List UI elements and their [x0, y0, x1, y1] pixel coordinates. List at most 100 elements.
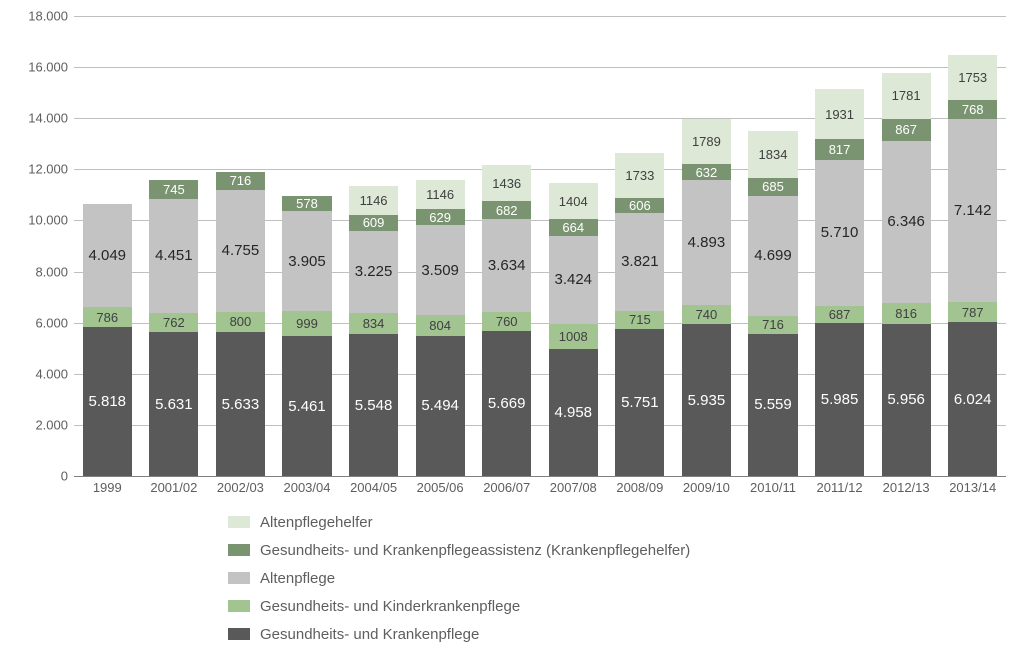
- gridline: [74, 16, 1006, 17]
- stacked-bar-chart: 02.0004.0006.0008.00010.00012.00014.0001…: [0, 0, 1023, 661]
- bar-segment-gka: 629: [416, 209, 465, 225]
- bar-segment-gkk: 800: [216, 312, 265, 332]
- bar-value-label: 716: [230, 173, 252, 188]
- bar-segment-gka: 682: [482, 201, 531, 218]
- bar-value-label: 5.956: [887, 391, 925, 408]
- bar-segment-gka: 609: [349, 215, 398, 231]
- bar-segment-gkk: 740: [682, 305, 731, 324]
- bar-value-label: 5.461: [288, 398, 326, 415]
- bar-segment-aph: 1733: [615, 153, 664, 197]
- bar-segment-gk: 5.633: [216, 332, 265, 476]
- bar-value-label: 1436: [492, 176, 521, 191]
- bar-column: 6.0247877.1427681753: [948, 16, 997, 476]
- bar-segment-gkk: 687: [815, 306, 864, 324]
- bar-segment-gk: 5.548: [349, 334, 398, 476]
- bar-column: 5.461 999 3.905 578: [282, 16, 331, 476]
- x-tick-label: 2002/03: [207, 480, 274, 495]
- bar-column: 5.7517153.8216061733: [615, 16, 664, 476]
- bar-value-label: 1781: [892, 88, 921, 103]
- y-tick-label: 14.000: [28, 111, 68, 126]
- bar-value-label: 4.699: [754, 247, 792, 264]
- bar-value-label: 5.818: [88, 393, 126, 410]
- bar-segment-ap: 4.755: [216, 190, 265, 312]
- bar-segment-ap: 3.424: [549, 236, 598, 324]
- bar-value-label: 1733: [625, 168, 654, 183]
- bar-value-label: 3.225: [355, 263, 393, 280]
- bar-segment-aph: 1146: [349, 186, 398, 215]
- gridline: [74, 425, 1006, 426]
- bar-segment-gk: 5.985: [815, 323, 864, 476]
- y-tick-label: 0: [61, 469, 68, 484]
- x-tick-label: 2005/06: [407, 480, 474, 495]
- x-tick-label: 2006/07: [473, 480, 540, 495]
- y-tick-label: 4.000: [35, 366, 68, 381]
- bar-value-label: 760: [496, 314, 518, 329]
- bar-segment-aph: 1753: [948, 55, 997, 100]
- x-axis-line: [74, 476, 1006, 477]
- bar-value-label: 740: [696, 307, 718, 322]
- bar-segment-ap: 4.699: [748, 196, 797, 316]
- bar-value-label: 745: [163, 182, 185, 197]
- bar-column: 5.956 816 6.346 867 1781: [882, 16, 931, 476]
- bar-segment-gk: 5.494: [416, 336, 465, 476]
- bar-value-label: 3.634: [488, 257, 526, 274]
- bar-value-label: 5.669: [488, 395, 526, 412]
- bar-value-label: 4.958: [554, 404, 592, 421]
- bar-value-label: 5.633: [222, 396, 260, 413]
- plot-area: 5.8187864.0495.6317624.4517455.6338004.7…: [74, 16, 1006, 476]
- bar-segment-gka: 867: [882, 119, 931, 141]
- bar-value-label: 4.893: [688, 234, 726, 251]
- bar-value-label: 578: [296, 196, 318, 211]
- bar-value-label: 5.710: [821, 224, 859, 241]
- bar-value-label: 1404: [559, 194, 588, 209]
- x-tick-label: 2001/02: [141, 480, 208, 495]
- bar-column: 5.669 760 3.634 682 1436: [482, 16, 531, 476]
- gridline: [74, 272, 1006, 273]
- bar-segment-ap: 3.225: [349, 231, 398, 313]
- bar-segment-gka: 664: [549, 219, 598, 236]
- bar-segment-gkk: 999: [282, 311, 331, 337]
- bar-segment-ap: 3.821: [615, 213, 664, 311]
- bar-value-label: 768: [962, 102, 984, 117]
- bar-value-label: 1753: [958, 70, 987, 85]
- gridline: [74, 118, 1006, 119]
- bar-value-label: 3.905: [288, 253, 326, 270]
- bar-segment-gk: 5.818: [83, 327, 132, 476]
- y-tick-label: 18.000: [28, 9, 68, 24]
- bar-value-label: 3.509: [421, 262, 459, 279]
- bar-value-label: 5.494: [421, 397, 459, 414]
- bar-segment-ap: 4.049: [83, 204, 132, 307]
- bar-segment-gkk: 715: [615, 311, 664, 329]
- x-tick-label: 2004/05: [340, 480, 407, 495]
- legend-label: Gesundheits- und Krankenpflegeassistenz …: [260, 542, 690, 559]
- bar-value-label: 609: [363, 215, 385, 230]
- bar-segment-ap: 3.634: [482, 219, 531, 312]
- bar-value-label: 664: [562, 220, 584, 235]
- bar-value-label: 7.142: [954, 202, 992, 219]
- bar-segment-gkk: 762: [149, 313, 198, 332]
- bar-value-label: 687: [829, 307, 851, 322]
- bar-segment-gk: 5.461: [282, 336, 331, 476]
- bar-column: 5.985687 5.710 817 1931: [815, 16, 864, 476]
- bar-segment-ap: 4.451: [149, 199, 198, 313]
- bar-segment-aph: 1931: [815, 89, 864, 138]
- x-tick-label: 2012/13: [873, 480, 940, 495]
- bar-segment-gka: 817: [815, 139, 864, 160]
- bar-value-label: 762: [163, 315, 185, 330]
- bar-column: 5.9357404.8936321789: [682, 16, 731, 476]
- legend-item: Gesundheits- und Kinderkrankenpflege: [228, 592, 690, 620]
- bar-segment-gka: 685: [748, 178, 797, 196]
- legend-swatch: [228, 600, 250, 612]
- bar-value-label: 816: [895, 306, 917, 321]
- bar-segment-aph: 1146: [416, 180, 465, 209]
- legend-label: Altenpflege: [260, 570, 335, 587]
- bar-value-label: 804: [429, 318, 451, 333]
- bar-segment-aph: 1404: [549, 183, 598, 219]
- bar-segment-gkk: 804: [416, 315, 465, 336]
- y-tick-label: 16.000: [28, 60, 68, 75]
- bar-segment-gkk: 834: [349, 313, 398, 334]
- bar-value-label: 1931: [825, 107, 854, 122]
- bar-value-label: 867: [895, 122, 917, 137]
- bar-segment-gka: 768: [948, 100, 997, 120]
- bar-segment-ap: 6.346: [882, 141, 931, 303]
